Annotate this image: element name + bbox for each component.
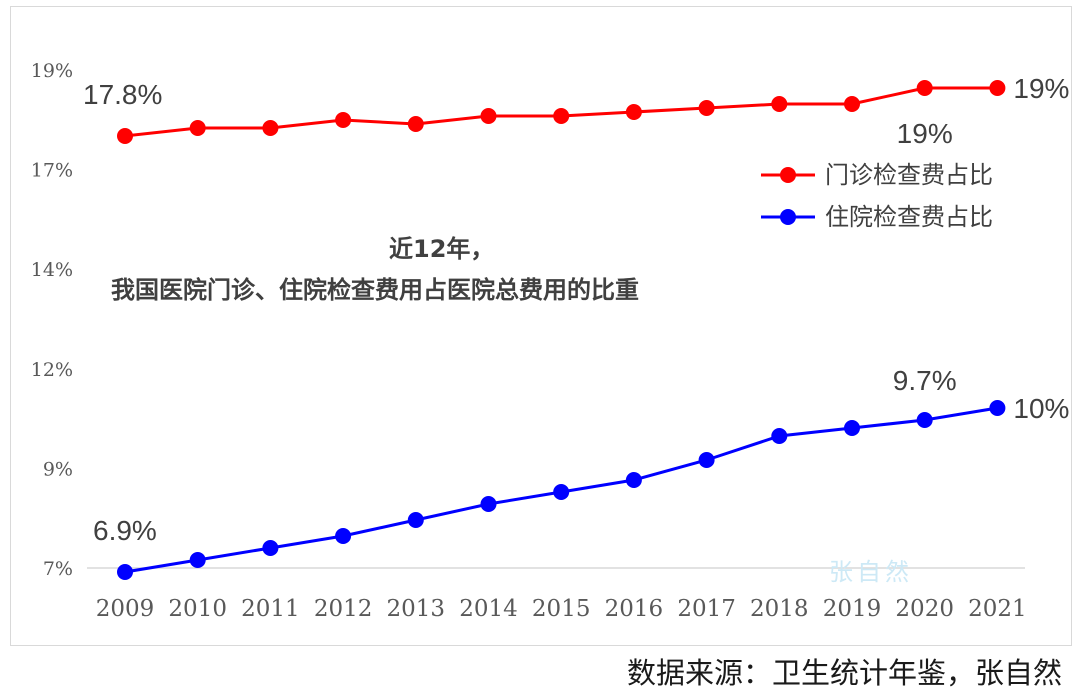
y-tick-label: 17% [31,160,73,182]
legend-marker-inpatient [780,209,796,225]
source-note: 数据来源：卫生统计年鉴，张自然 [626,656,1062,690]
data-point [698,452,715,468]
x-tick-label: 2014 [459,596,518,622]
data-point [844,420,860,436]
data-point [771,428,788,444]
data-point [916,80,933,96]
y-tick-label: 7% [43,558,73,580]
data-point [335,528,352,544]
data-point [335,112,352,128]
chart-title-line-2: 我国医院门诊、住院检查费用占医院总费用的比重 [111,276,639,304]
data-point [989,400,1006,416]
chart-title-line-1: 近12年， [389,235,494,263]
data-label: 10% [1013,393,1069,424]
x-tick-label: 2011 [241,596,300,622]
x-tick-label: 2020 [895,596,954,622]
legend: 门诊检查费占比 住院检查费占比 [761,161,993,231]
data-point [844,96,860,112]
legend-label-outpatient: 门诊检查费占比 [825,161,993,189]
x-tick-label: 2013 [387,596,446,622]
data-point [553,484,570,500]
data-label: 19% [1013,73,1069,104]
data-point [989,80,1006,96]
x-tick-label: 2018 [750,596,809,622]
data-point [698,100,715,116]
data-point [625,104,642,120]
line-chart: 19% 17% 14% 12% 9% 7% 2009 2010 2011 2012 2013 201… [31,60,1070,622]
data-point [480,108,497,124]
data-label: 6.9% [93,515,157,546]
x-tick-label: 2016 [605,596,664,622]
watermark: 张自然 [829,558,913,586]
y-tick-label: 9% [43,458,73,480]
data-point [553,108,570,124]
data-label: 17.8% [83,79,162,110]
data-point [189,120,206,136]
y-tick-label: 12% [31,359,73,381]
data-point [189,552,206,568]
data-point [117,128,133,144]
data-point [480,496,497,512]
data-point [262,540,279,556]
y-tick-label: 14% [31,259,73,281]
chart-frame: 19% 17% 14% 12% 9% 7% 2009 2010 2011 2012 2013 201… [10,6,1072,646]
x-tick-labels: 2009 2010 2011 2012 2013 2014 2015 2016 2017 2018… [96,596,1027,622]
y-tick-labels: 19% 17% 14% 12% 9% 7% [31,60,73,580]
data-label: 19% [897,118,953,149]
series-layer [117,80,1006,580]
x-tick-label: 2009 [96,596,155,622]
data-point [407,512,424,528]
data-point [117,564,133,580]
y-tick-label: 19% [31,60,73,82]
data-label: 9.7% [893,365,957,396]
x-tick-label: 2021 [968,596,1027,622]
x-tick-label: 2012 [314,596,373,622]
x-tick-label: 2017 [677,596,736,622]
data-point [916,412,933,428]
data-point [625,472,642,488]
data-point [771,96,788,112]
x-tick-label: 2010 [168,596,227,622]
x-tick-label: 2015 [532,596,591,622]
data-point [262,120,279,136]
data-labels: 17.8% 19% 19% 6.9% 9.7% 10% [83,73,1069,546]
chart-title: 近12年， 我国医院门诊、住院检查费用占医院总费用的比重 [111,235,639,304]
data-point [407,116,424,132]
legend-label-inpatient: 住院检查费占比 [825,203,993,231]
legend-marker-outpatient [780,167,796,183]
x-tick-label: 2019 [823,596,882,622]
